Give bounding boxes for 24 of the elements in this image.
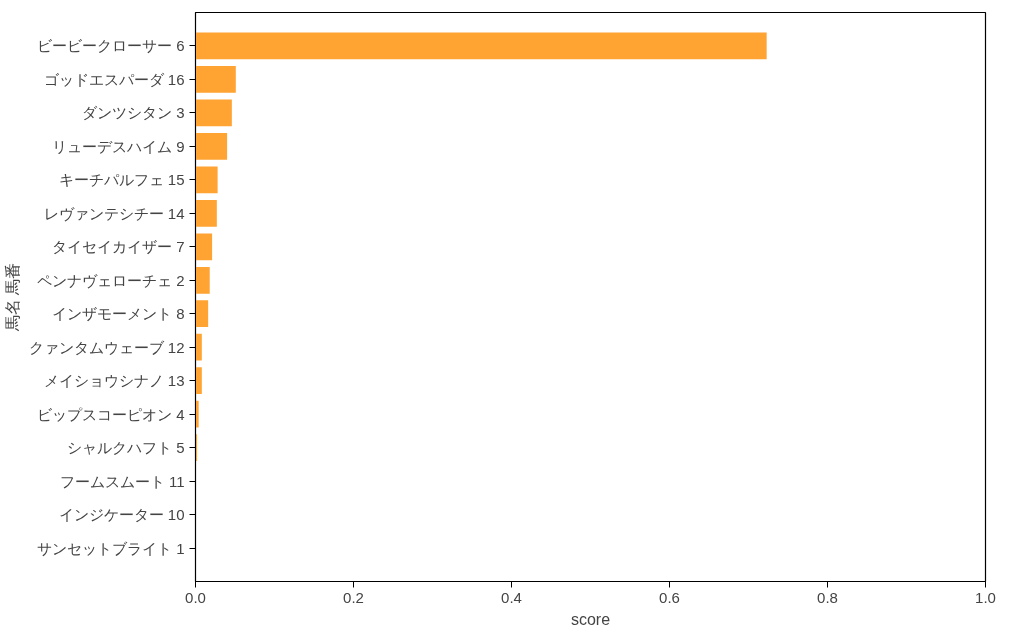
y-tick-label: タイセイカイザー 7 bbox=[51, 238, 185, 256]
y-tick-label: フームスムート 11 bbox=[59, 472, 185, 490]
y-tick-label: シャルクハフト 5 bbox=[66, 439, 185, 457]
y-tick-label: インザモーメント 8 bbox=[51, 305, 185, 323]
y-tick-label: キーチパルフェ 15 bbox=[58, 171, 185, 189]
y-tick-label: リューデスハイム 9 bbox=[51, 137, 185, 155]
y-tick-label: ビップスコーピオン 4 bbox=[36, 405, 185, 423]
x-tick-label: 0.4 bbox=[501, 588, 522, 606]
x-tick-label: 0.6 bbox=[659, 588, 680, 606]
x-tick-label: 0.2 bbox=[343, 588, 364, 606]
x-tick-label: 1.0 bbox=[975, 588, 996, 606]
y-tick-label: インジケーター 10 bbox=[58, 506, 185, 524]
x-tick-label: 0.8 bbox=[817, 588, 838, 606]
x-tick-label: 0.0 bbox=[185, 588, 206, 606]
y-tick-label: レヴァンテシチー 14 bbox=[43, 204, 185, 222]
y-tick-label: メイショウシナノ 13 bbox=[43, 372, 185, 390]
y-tick-label: ビービークローサー 6 bbox=[36, 37, 185, 55]
y-tick-label: ペンナヴェローチェ 2 bbox=[36, 271, 185, 289]
y-tick-label: クァンタムウェーブ 12 bbox=[28, 338, 185, 356]
y-axis-title: 馬名 馬番 bbox=[3, 262, 21, 333]
x-axis-title: score bbox=[570, 610, 611, 628]
y-tick-label: ゴッドエスパーダ 16 bbox=[43, 70, 185, 88]
y-tick-label: サンセットブライト 1 bbox=[36, 539, 185, 557]
y-tick-label: ダンツシタン 3 bbox=[81, 104, 185, 122]
